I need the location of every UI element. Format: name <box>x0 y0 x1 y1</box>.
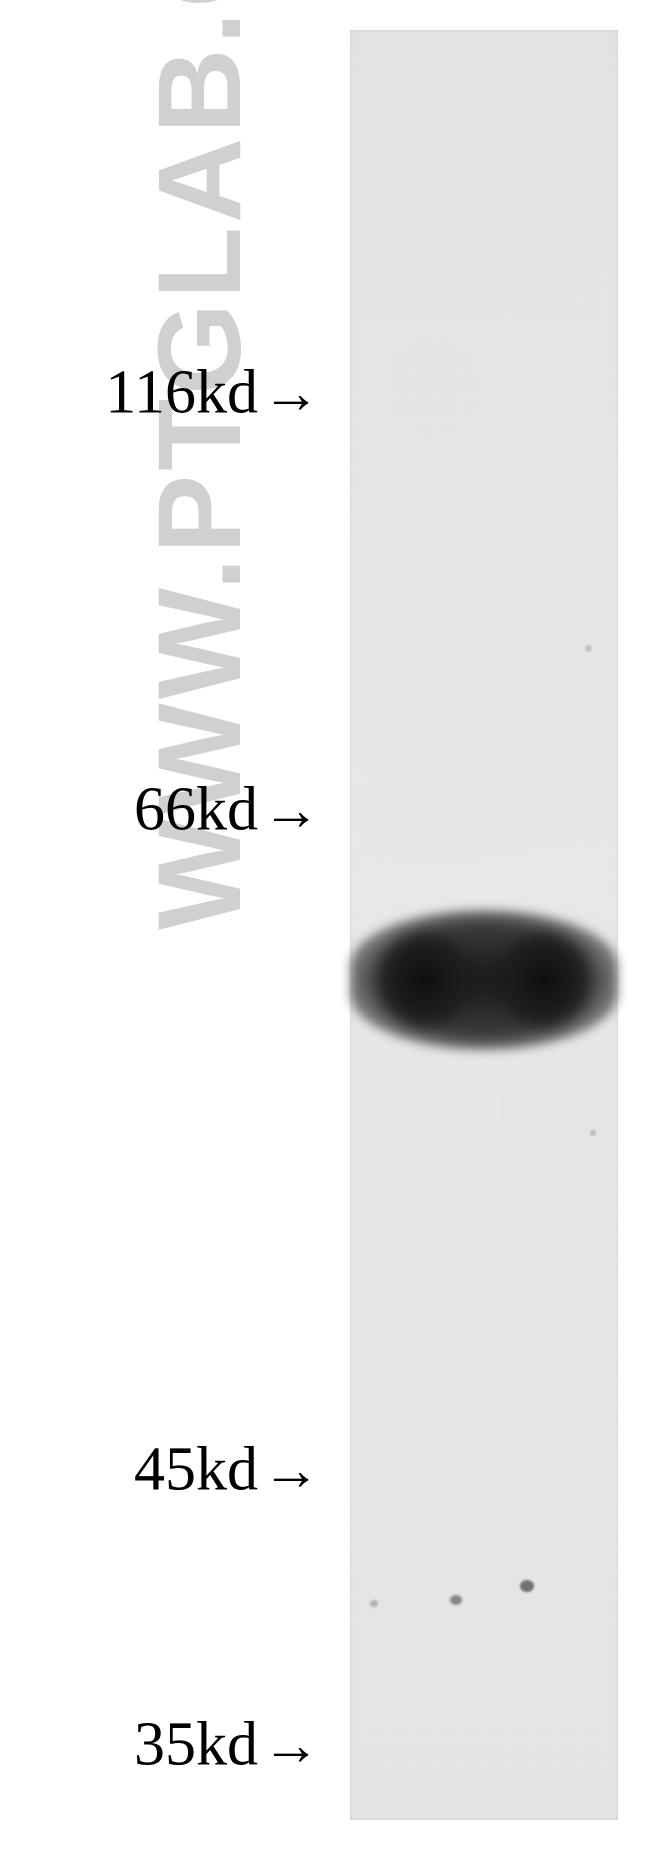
arrow-icon: → <box>262 777 320 844</box>
marker-text: 66kd <box>134 775 258 846</box>
mw-marker-35kd: 35kd→ <box>134 1710 320 1781</box>
mw-marker-116kd: 116kd→ <box>105 358 320 429</box>
noise-speck <box>585 645 592 652</box>
arrow-icon: → <box>262 360 320 427</box>
marker-text: 116kd <box>105 358 258 429</box>
noise-speck <box>590 1130 596 1136</box>
protein-band <box>350 910 618 1050</box>
marker-text: 45kd <box>134 1435 258 1506</box>
western-blot-figure: WWW.PTGLAB.COM 116kd→ 66kd→ 45kd→ 35kd→ <box>0 0 650 1855</box>
noise-speck <box>520 1580 534 1592</box>
marker-text: 35kd <box>134 1710 258 1781</box>
arrow-icon: → <box>262 1437 320 1504</box>
arrow-icon: → <box>262 1712 320 1779</box>
blot-lane <box>350 30 618 1820</box>
mw-marker-45kd: 45kd→ <box>134 1435 320 1506</box>
noise-speck <box>450 1595 462 1605</box>
mw-marker-66kd: 66kd→ <box>134 775 320 846</box>
noise-speck <box>370 1600 378 1607</box>
